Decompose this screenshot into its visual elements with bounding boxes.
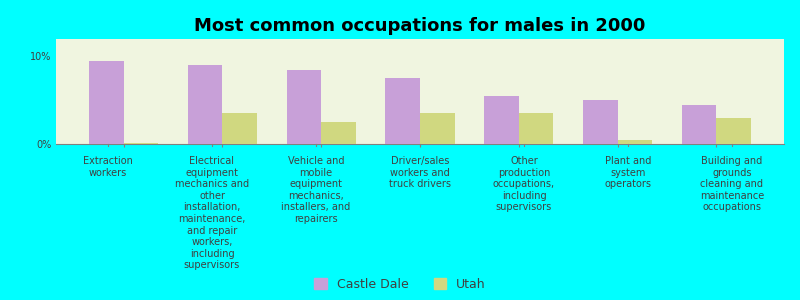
Text: Extraction
workers: Extraction workers: [83, 156, 133, 178]
Text: Vehicle and
mobile
equipment
mechanics,
installers, and
repairers: Vehicle and mobile equipment mechanics, …: [282, 156, 350, 224]
Bar: [188, 65, 222, 144]
Title: Most common occupations for males in 2000: Most common occupations for males in 200…: [194, 17, 646, 35]
Bar: [386, 78, 420, 144]
Bar: [420, 113, 454, 144]
Bar: [583, 100, 618, 144]
Bar: [322, 122, 356, 144]
Bar: [618, 140, 652, 144]
Text: Plant and
system
operators: Plant and system operators: [605, 156, 651, 189]
Bar: [222, 113, 257, 144]
Text: Building and
grounds
cleaning and
maintenance
occupations: Building and grounds cleaning and mainte…: [700, 156, 764, 212]
Legend: Castle Dale, Utah: Castle Dale, Utah: [314, 278, 486, 291]
Bar: [484, 96, 518, 144]
Text: Driver/sales
workers and
truck drivers: Driver/sales workers and truck drivers: [389, 156, 451, 189]
Bar: [682, 105, 716, 144]
Bar: [286, 70, 322, 144]
Bar: [89, 61, 124, 144]
Bar: [518, 113, 554, 144]
Bar: [716, 118, 751, 144]
Text: Electrical
equipment
mechanics and
other
installation,
maintenance,
and repair
w: Electrical equipment mechanics and other…: [175, 156, 249, 270]
Bar: [124, 143, 158, 144]
Text: Other
production
occupations,
including
supervisors: Other production occupations, including …: [493, 156, 555, 212]
